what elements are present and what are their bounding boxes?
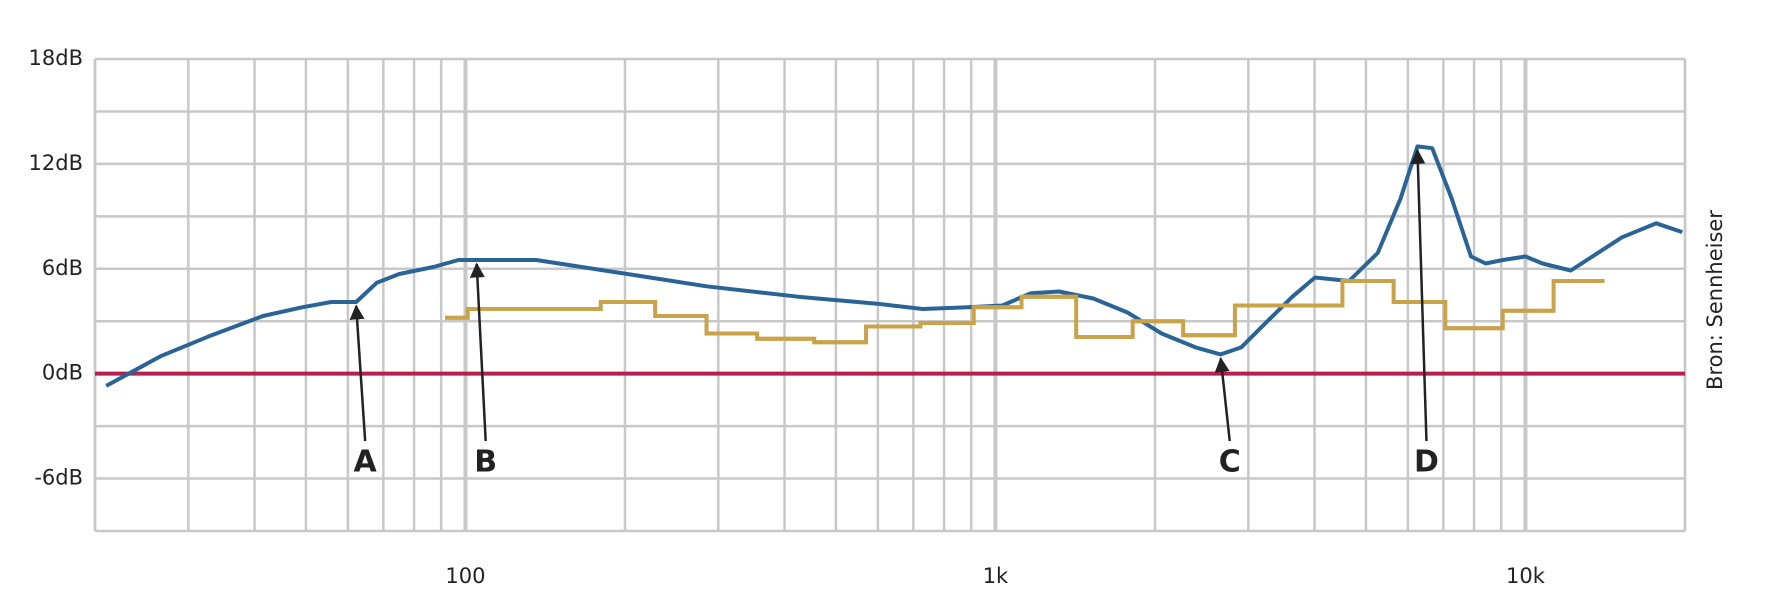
annotation-label: D bbox=[1414, 445, 1439, 480]
y-tick-label: 18dB bbox=[29, 46, 83, 70]
annotation-arrow bbox=[1410, 148, 1428, 442]
annotation-arrow bbox=[469, 262, 487, 442]
x-tick-label: 100 bbox=[445, 564, 485, 588]
y-tick-label: -6dB bbox=[34, 466, 83, 490]
step-outline bbox=[445, 279, 1605, 345]
annotation-label: B bbox=[474, 445, 497, 480]
y-tick-label: 0dB bbox=[42, 361, 83, 385]
x-tick-label: 1k bbox=[983, 564, 1009, 588]
annotation-arrow bbox=[349, 304, 367, 442]
y-tick-label: 12dB bbox=[29, 151, 83, 175]
annotation-label: A bbox=[354, 445, 378, 480]
series-line bbox=[105, 144, 1683, 388]
annotation-arrow bbox=[1214, 356, 1231, 442]
x-tick-label: 10k bbox=[1506, 564, 1546, 588]
source-note: Bron: Sennheiser bbox=[1703, 210, 1727, 390]
y-tick-label: 6dB bbox=[42, 256, 83, 280]
annotation-label: C bbox=[1219, 445, 1241, 480]
